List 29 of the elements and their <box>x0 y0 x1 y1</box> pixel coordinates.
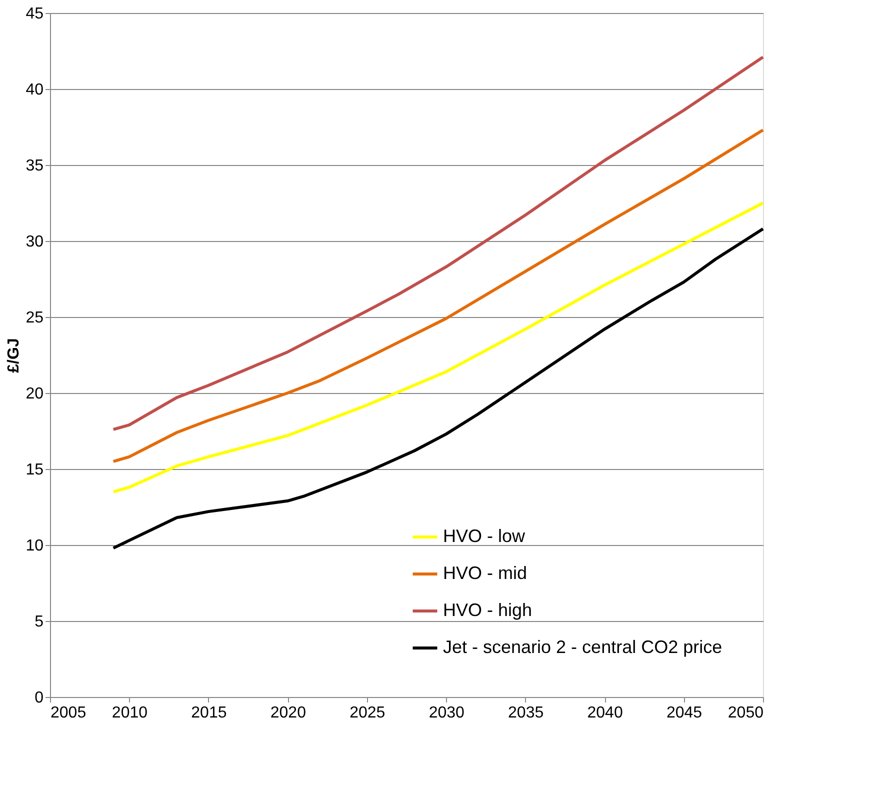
y-tick-label: 15 <box>26 462 44 478</box>
x-tick-label: 2020 <box>270 704 306 722</box>
y-tick-label: 40 <box>26 82 44 98</box>
y-tick-label: 30 <box>26 234 44 250</box>
x-tick-label: 2025 <box>350 704 386 722</box>
line-series <box>112 128 764 463</box>
y-tick-label: 0 <box>34 690 44 706</box>
line-series <box>112 202 764 494</box>
line-series <box>112 227 764 550</box>
x-tick-label: 2005 <box>50 704 86 722</box>
x-tick-label: 2040 <box>587 704 623 722</box>
x-tick-label: 2030 <box>428 704 465 722</box>
legend-label: Jet - scenario 2 - central CO2 price <box>443 637 722 657</box>
y-tick-label: 10 <box>26 538 44 554</box>
x-tick-label: 2010 <box>112 704 148 722</box>
legend-label: HVO - mid <box>443 563 528 583</box>
legend-label: HVO - high <box>443 600 532 620</box>
y-tick-label: 25 <box>26 310 44 326</box>
x-tick-label: 2050 <box>728 704 764 722</box>
y-tick-label: 20 <box>26 386 44 402</box>
legend-label: HVO - low <box>443 526 526 546</box>
x-tick-label: 2045 <box>666 704 702 722</box>
y-tick-label: 5 <box>34 614 44 630</box>
x-tick-label: 2015 <box>191 704 227 722</box>
line-series <box>112 56 764 431</box>
y-tick-label: 35 <box>26 158 44 174</box>
x-tick-label: 2035 <box>508 704 544 722</box>
y-axis-title: £/GJ <box>6 338 23 373</box>
y-tick-label: 45 <box>26 6 44 22</box>
